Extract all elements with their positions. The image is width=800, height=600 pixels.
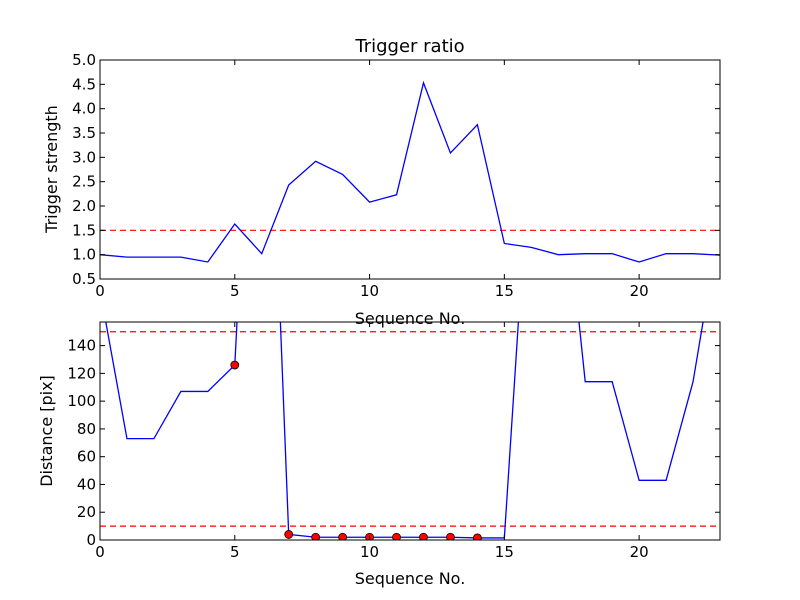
bottom-marker-point <box>419 532 428 540</box>
top-x-tick-label: 10 <box>360 282 379 300</box>
bottom-marker-point <box>311 532 321 540</box>
bottom-x-tick-label: 20 <box>630 543 649 561</box>
bottom-marker-point <box>446 532 455 540</box>
bottom-x-tick-label: 10 <box>360 543 379 561</box>
top-x-tick-label: 5 <box>230 282 240 300</box>
bottom-marker-point <box>284 530 294 539</box>
top-y-tick-label: 4.5 <box>72 75 96 93</box>
bottom-y-tick-label: 0 <box>86 531 96 549</box>
top-chart-title: Trigger ratio <box>354 36 464 57</box>
bottom-marker-point <box>472 533 482 540</box>
bottom-x-tick-label: 0 <box>95 543 105 561</box>
bottom-marker-point <box>338 532 348 540</box>
bottom-x-tick-label: 15 <box>495 543 514 561</box>
top-plot-area: 0 5 10 15 20 0.5 1.0 1.5 2.0 2.5 3.0 3.5 4.0 4.5 5.0 <box>72 51 721 300</box>
bottom-y-tick-label: 20 <box>77 503 96 521</box>
bottom-data-layer <box>100 322 720 540</box>
top-x-tick-label: 20 <box>630 282 649 300</box>
bottom-series-line-0 <box>105 322 704 539</box>
bottom-marker-point <box>392 532 401 540</box>
trigger-ratio-chart: Trigger ratio Trigger strength Sequence … <box>42 36 721 328</box>
top-y-tick-label: 2.0 <box>72 197 96 215</box>
top-y-tick-label: 1.5 <box>72 221 96 239</box>
top-chart-xlabel: Sequence No. <box>355 309 466 328</box>
top-y-tick-label: 0.5 <box>72 270 96 288</box>
top-y-tick-label: 5.0 <box>72 51 96 69</box>
bottom-chart-ylabel: Distance [pix] <box>37 375 56 487</box>
top-y-tick-label: 4.0 <box>72 100 96 118</box>
top-y-tick-label: 3.5 <box>72 124 96 142</box>
bottom-marker-point <box>230 360 240 370</box>
bottom-y-tick-label: 120 <box>67 364 96 382</box>
bottom-x-tick-label: 5 <box>230 543 240 561</box>
top-series-line-0 <box>100 80 720 263</box>
top-x-tick-label: 0 <box>95 282 105 300</box>
bottom-y-tick-label: 100 <box>67 392 96 410</box>
top-y-tick-label: 1.0 <box>72 246 96 264</box>
bottom-y-tick-label: 60 <box>77 448 96 466</box>
top-y-tick-label: 2.5 <box>72 173 96 191</box>
bottom-plot-area: 0 5 10 15 20 0 20 40 60 80 100 120 140 <box>67 321 721 561</box>
bottom-axes-frame <box>99 321 721 541</box>
bottom-y-tick-label: 80 <box>77 420 96 438</box>
bottom-y-tick-label: 40 <box>77 475 96 493</box>
bottom-chart-xlabel: Sequence No. <box>355 569 466 588</box>
distance-chart: Distance [pix] Sequence No. 0 5 10 15 20 0 20 4… <box>37 321 721 588</box>
top-x-tick-label: 15 <box>495 282 514 300</box>
bottom-y-tick-label: 140 <box>67 337 96 355</box>
top-y-tick-label: 3.0 <box>72 148 96 166</box>
top-chart-ylabel: Trigger strength <box>42 105 61 234</box>
top-data-layer <box>100 80 720 263</box>
top-axes-frame <box>99 59 721 280</box>
